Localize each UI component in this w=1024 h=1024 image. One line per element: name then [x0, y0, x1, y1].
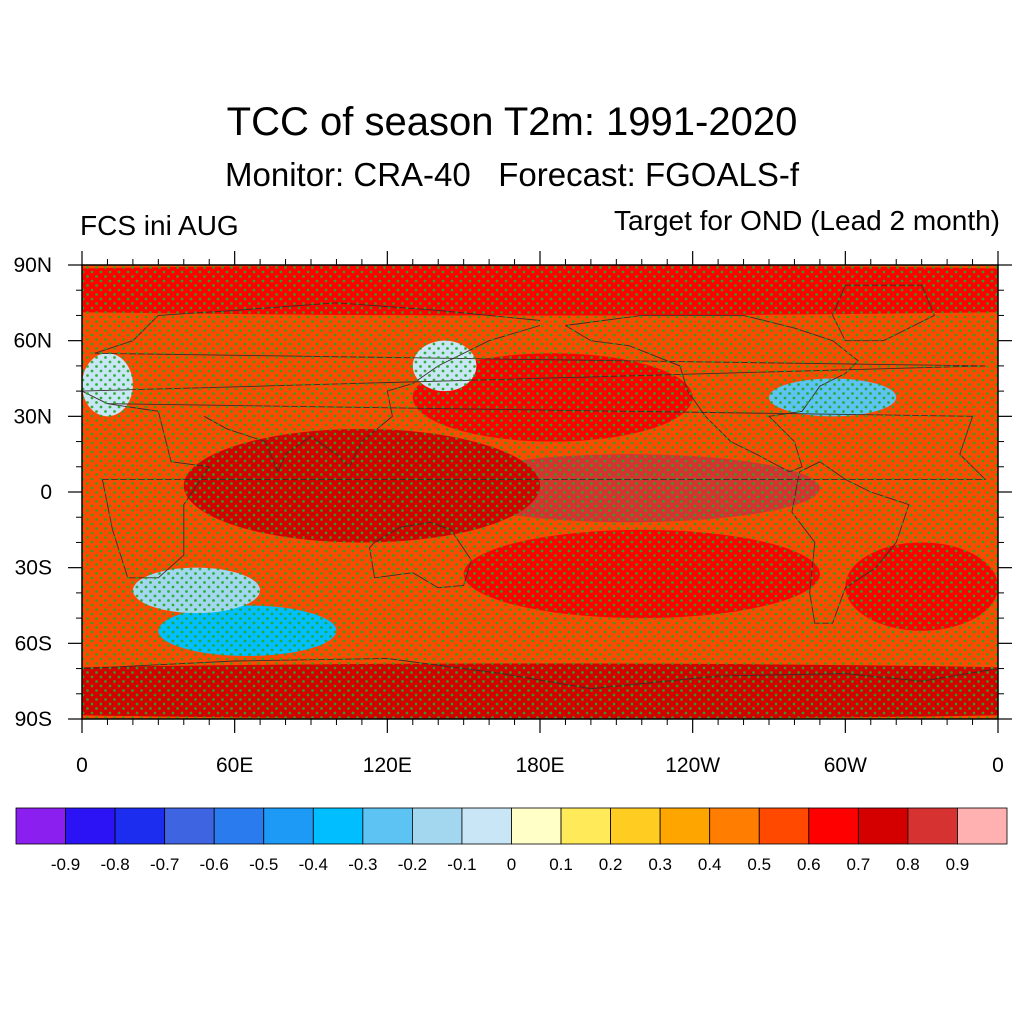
colorbar-swatch — [362, 807, 413, 845]
colorbar-label: -0.4 — [299, 855, 328, 874]
lon-tick-label: 0 — [76, 754, 88, 777]
colorbar-label: -0.8 — [100, 855, 129, 874]
colorbar-label: 0.8 — [896, 855, 920, 874]
colorbar-label: 0.7 — [847, 855, 871, 874]
lat-tick-label: 30N — [13, 405, 52, 428]
initialization-label: FCS ini AUG — [80, 210, 239, 241]
lat-tick-label: 90N — [13, 254, 52, 277]
lon-tick-label: 120W — [665, 754, 720, 777]
colorbar-label: 0.9 — [946, 855, 970, 874]
target-label: Target for OND (Lead 2 month) — [614, 205, 1000, 236]
colorbar-swatch — [907, 807, 958, 845]
colorbar-swatch — [560, 807, 611, 845]
lon-tick-label: 60W — [824, 754, 867, 777]
colorbar: -0.9 -0.8 -0.7 -0.6 -0.5 -0.4 -0.3 -0.2 -0.1 0 0.1… — [15, 807, 1008, 874]
lon-tick-label: 60E — [216, 754, 253, 777]
colorbar-swatch — [114, 807, 166, 845]
correlation-map — [82, 265, 998, 719]
lon-tick-label: 0 — [992, 754, 1004, 777]
colorbar-label: 0.4 — [698, 855, 722, 874]
colorbar-swatch — [709, 807, 760, 845]
colorbar-swatch — [758, 807, 810, 845]
colorbar-swatch — [65, 807, 116, 845]
colorbar-swatch — [461, 807, 512, 845]
colorbar-label: 0.1 — [549, 855, 573, 874]
colorbar-swatch — [213, 807, 265, 845]
significance-stippling — [82, 265, 998, 719]
colorbar-swatch — [312, 807, 364, 845]
colorbar-label: -0.5 — [249, 855, 278, 874]
colorbar-label: -0.1 — [447, 855, 476, 874]
colorbar-label: 0.6 — [797, 855, 821, 874]
lat-tick-label: 60S — [15, 632, 52, 655]
figure-subtitle: Monitor: CRA-40 Forecast: FGOALS-f — [225, 156, 799, 193]
lon-tick-label: 180E — [515, 754, 564, 777]
colorbar-label: -0.2 — [398, 855, 427, 874]
colorbar-swatch — [263, 807, 314, 845]
colorbar-swatch — [15, 807, 66, 845]
colorbar-swatch — [511, 807, 562, 845]
axis-ticks: 90N 60N 30N 0 30S 60S 90S 0 60E 120E 180E 120W 60W 0 — [13, 251, 1012, 777]
colorbar-label: -0.3 — [348, 855, 377, 874]
colorbar-swatch — [808, 807, 859, 845]
lat-tick-label: 0 — [40, 481, 52, 504]
lat-tick-label: 60N — [13, 330, 52, 353]
figure-title: TCC of season T2m: 1991-2020 — [226, 100, 798, 144]
colorbar-label: 0.5 — [747, 855, 771, 874]
colorbar-swatch — [411, 807, 463, 845]
colorbar-label: 0.3 — [648, 855, 672, 874]
colorbar-label: -0.6 — [200, 855, 229, 874]
lon-tick-label: 120E — [363, 754, 412, 777]
colorbar-swatch — [610, 807, 661, 845]
lat-tick-label: 90S — [15, 708, 52, 731]
colorbar-label: -0.9 — [51, 855, 80, 874]
colorbar-label: 0 — [507, 855, 516, 874]
colorbar-swatch — [164, 807, 215, 845]
colorbar-swatch — [857, 807, 909, 845]
colorbar-label: 0.2 — [599, 855, 623, 874]
colorbar-swatch — [957, 807, 1008, 845]
colorbar-label: -0.7 — [150, 855, 179, 874]
colorbar-swatch — [659, 807, 711, 845]
lat-tick-label: 30S — [15, 557, 52, 580]
